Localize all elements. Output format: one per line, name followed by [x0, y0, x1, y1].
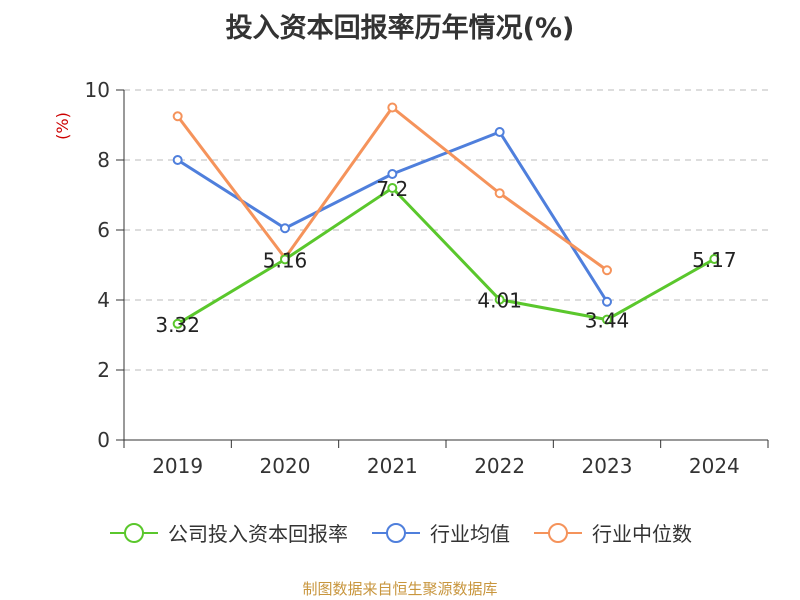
data-point [387, 102, 398, 113]
y-tick-label: 10 [85, 78, 110, 102]
data-label: 4.01 [477, 289, 522, 313]
x-tick-label: 2022 [474, 454, 525, 478]
y-tick-label: 6 [97, 218, 110, 242]
legend-item[interactable]: 行业均值 [370, 518, 510, 547]
data-point [602, 314, 612, 325]
data-point [280, 254, 290, 265]
data-point [494, 294, 505, 305]
y-tick-label: 0 [97, 428, 110, 452]
grid-lines [124, 89, 768, 371]
legend-label: 公司投入资本回报率 [168, 522, 348, 546]
data-label: 3.32 [155, 313, 200, 337]
legend-label: 行业中位数 [592, 522, 692, 546]
data-point [387, 183, 398, 193]
axes: 0 2 4 6 8 10 2019 2020 2021 2022 2023 2024 [85, 78, 769, 478]
legend-label: 行业均值 [430, 522, 510, 546]
legend-marker [372, 522, 420, 543]
chart-title: 投入资本回报率历年情况(%) [225, 13, 575, 44]
series-lines [172, 102, 720, 329]
y-tick-label: 8 [97, 148, 110, 172]
x-tick-label: 2021 [367, 454, 418, 478]
data-point [494, 188, 505, 199]
x-tick-label: 2024 [689, 454, 740, 478]
data-point [172, 111, 183, 122]
x-tick-label: 2019 [152, 454, 203, 478]
data-point [709, 254, 720, 265]
x-tick-label: 2023 [582, 454, 633, 478]
data-labels: 3.32 5.16 7.2 4.01 3.44 5.17 [155, 177, 736, 337]
data-point [172, 318, 183, 329]
data-label: 5.16 [263, 248, 308, 272]
data-point [387, 169, 398, 179]
legend: 公司投入资本回报率 行业均值 行业中位数 [0, 518, 800, 547]
data-point [494, 127, 505, 137]
data-point [602, 296, 612, 307]
data-point [280, 223, 290, 234]
data-label: 3.44 [585, 309, 630, 333]
legend-marker [110, 522, 158, 543]
series-line [176, 186, 716, 326]
data-point [602, 265, 612, 276]
x-tick-label: 2020 [260, 454, 311, 478]
legend-item[interactable]: 公司投入资本回报率 [108, 518, 348, 547]
data-label: 7.2 [376, 177, 408, 201]
data-label: 5.17 [692, 248, 737, 272]
y-tick-label: 4 [97, 288, 110, 312]
y-axis-label: (%) [53, 112, 72, 140]
legend-marker [534, 522, 582, 543]
y-tick-label: 2 [97, 358, 110, 382]
series-line [176, 130, 609, 303]
data-point [172, 155, 183, 165]
legend-item[interactable]: 行业中位数 [532, 518, 692, 547]
source-footer: 制图数据来自恒生聚源数据库 [302, 580, 498, 598]
